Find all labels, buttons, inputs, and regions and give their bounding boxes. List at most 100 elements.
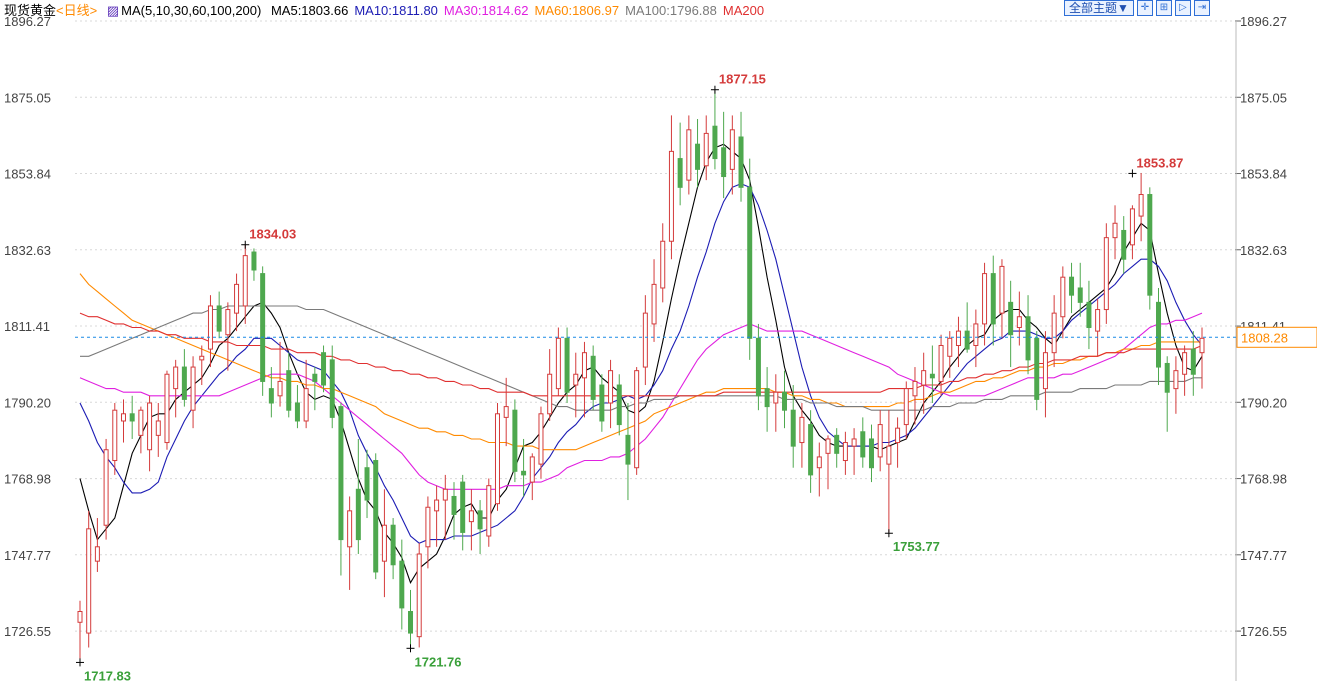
candle-body	[86, 528, 92, 634]
scroll-end-icon[interactable]: ⇥	[1193, 0, 1210, 16]
candle-body	[1190, 348, 1196, 375]
zoom-in-icon[interactable]: ⊞	[1155, 0, 1172, 16]
candle-body	[755, 337, 761, 397]
ma-legend-value-4: MA100:1796.88	[625, 3, 717, 18]
candle-body	[764, 388, 770, 408]
candle-body	[1008, 301, 1014, 336]
y-tick-right: 1832.63	[1240, 243, 1287, 258]
candle-body	[1077, 287, 1083, 303]
candle-body	[868, 438, 874, 469]
y-axis-left: 1896.27 1875.05 1853.84 1832.63 1811.41 1790.…	[4, 14, 51, 639]
candle-body	[1173, 370, 1179, 390]
y-tick-right: 1896.27	[1240, 14, 1287, 29]
y-tick-right: 1875.05	[1240, 90, 1287, 105]
candle-body	[77, 610, 83, 623]
candle-body	[1147, 194, 1153, 296]
candle-body	[277, 380, 283, 397]
candle-body	[468, 510, 474, 523]
toolbar: 全部主题▼ ✛ ⊞ ▷ ⇥	[1064, 0, 1210, 16]
y-tick-right: 1768.98	[1240, 472, 1287, 487]
candle-body	[738, 136, 744, 188]
candle-body	[521, 470, 527, 476]
ma-legend-value-5: MA200	[722, 3, 765, 18]
candle-body	[381, 524, 387, 562]
candle-body	[964, 330, 970, 350]
ma-params: MA(5,10,30,60,100,200)	[121, 3, 262, 18]
candle-body	[251, 251, 257, 271]
y-tick-left: 1747.77	[4, 548, 51, 563]
y-tick-left: 1896.27	[4, 14, 51, 29]
candle-body	[747, 186, 753, 339]
candle-body	[1051, 312, 1057, 354]
low-price-label: 1753.77	[893, 539, 940, 554]
ma-legend-value-2: MA30:1814.62	[443, 3, 529, 18]
candle-body	[721, 147, 727, 178]
y-tick-left: 1768.98	[4, 472, 51, 487]
candle-body	[286, 370, 292, 411]
candle-body	[1016, 316, 1022, 329]
theme-dropdown-button[interactable]: 全部主题▼	[1064, 0, 1134, 16]
candle-body	[1103, 237, 1109, 311]
candle-series	[77, 90, 1205, 662]
instrument-name: 现货黄金	[4, 3, 57, 18]
candle-body	[538, 413, 544, 465]
candle-body	[677, 158, 683, 188]
candle-body	[547, 373, 553, 415]
candle-body	[129, 413, 135, 422]
candle-body	[616, 384, 622, 426]
candle-body	[199, 355, 205, 361]
candle-body	[1199, 337, 1205, 354]
candle-body	[155, 420, 161, 436]
y-tick-left: 1832.63	[4, 243, 51, 258]
candle-body	[999, 265, 1005, 314]
candle-body	[303, 388, 309, 422]
candle-body	[1156, 301, 1162, 368]
candle-body	[390, 524, 396, 566]
candle-body	[842, 442, 848, 462]
candle-body	[1086, 301, 1092, 329]
zoom-out-icon[interactable]: ▷	[1174, 0, 1191, 16]
high-low-annotations: 1717.83 1834.03 1721.76 1877.15 1753.77 1853.…	[76, 72, 1183, 681]
candle-body	[1164, 362, 1170, 393]
high-price-label: 1877.15	[719, 72, 766, 87]
crosshair-icon[interactable]: ✛	[1136, 0, 1153, 16]
candle-body	[1112, 222, 1118, 239]
candle-body	[434, 499, 440, 512]
candle-body	[103, 449, 109, 526]
candle-body	[729, 129, 735, 170]
candle-body	[138, 409, 144, 436]
candle-body	[686, 129, 692, 181]
candle-body	[929, 373, 935, 379]
period-selector[interactable]: <日线>	[56, 3, 98, 18]
candle-body	[834, 434, 840, 454]
candle-body	[1060, 276, 1066, 318]
candle-body	[599, 384, 605, 422]
candle-body	[329, 359, 335, 418]
candle-body	[799, 416, 805, 444]
candle-body	[416, 553, 422, 638]
candle-body	[634, 370, 640, 469]
candle-body	[938, 344, 944, 382]
candle-body	[660, 240, 666, 289]
candle-body	[973, 323, 979, 346]
candle-body	[1138, 194, 1144, 217]
candle-body	[173, 366, 179, 390]
candle-body	[1129, 208, 1135, 246]
high-price-label: 1834.03	[249, 227, 296, 242]
y-tick-left: 1790.20	[4, 395, 51, 410]
candle-body	[651, 283, 657, 325]
ma-line-ma10	[79, 183, 1203, 544]
candle-body	[790, 409, 796, 447]
moving-average-lines	[79, 143, 1203, 584]
candle-body	[1042, 352, 1048, 390]
candle-body	[260, 273, 266, 382]
candle-body	[164, 373, 170, 444]
candle-body	[573, 373, 579, 386]
y-tick-left: 1726.55	[4, 624, 51, 639]
candle-body	[1182, 352, 1188, 375]
candle-body	[399, 560, 405, 609]
current-price-marker: 1808.28	[75, 326, 1317, 348]
y-tick-left: 1811.41	[4, 319, 50, 334]
